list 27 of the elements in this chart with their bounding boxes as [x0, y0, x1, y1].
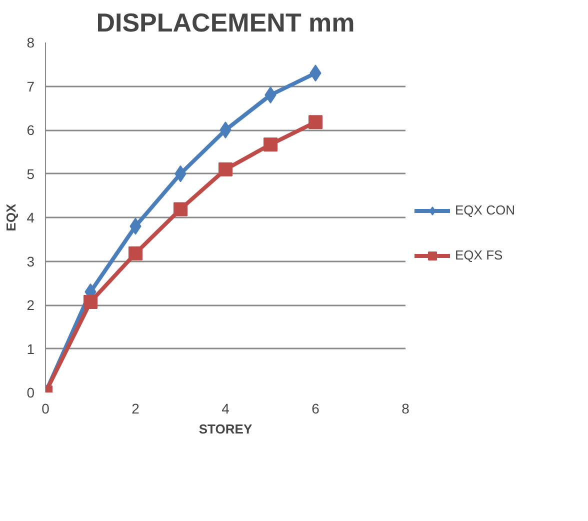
x-tick-label: 6: [312, 400, 320, 416]
chart-title: DISPLACEMENT mm: [96, 8, 355, 38]
x-tick-label: 2: [132, 400, 140, 416]
y-tick-label: 4: [26, 210, 35, 226]
point: [264, 137, 278, 152]
x-tick-label: 0: [42, 400, 50, 416]
y-tick-label: 6: [26, 122, 35, 138]
point: [264, 86, 276, 104]
x-tick-label: 8: [402, 400, 410, 416]
y-tick-label: 3: [26, 253, 35, 270]
point: [308, 115, 322, 130]
y-tick-label: 0: [26, 384, 35, 400]
x-axis-title: STOREY: [198, 422, 252, 436]
point: [128, 246, 142, 260]
point: [220, 122, 232, 138]
point: [218, 162, 232, 176]
y-tick-label: 8: [26, 34, 35, 50]
x-tick-label: 4: [222, 400, 230, 416]
point: [174, 202, 188, 216]
y-tick-label: 7: [26, 78, 35, 94]
legend-label: EQX CON: [455, 202, 515, 218]
point: [84, 294, 98, 309]
y-tick-label: 2: [26, 297, 35, 313]
legend-label: EQX FS: [455, 248, 503, 262]
y-tick-label: 5: [26, 166, 35, 182]
y-axis-title: EQX: [4, 203, 19, 232]
y-tick-label: 1: [26, 340, 35, 357]
